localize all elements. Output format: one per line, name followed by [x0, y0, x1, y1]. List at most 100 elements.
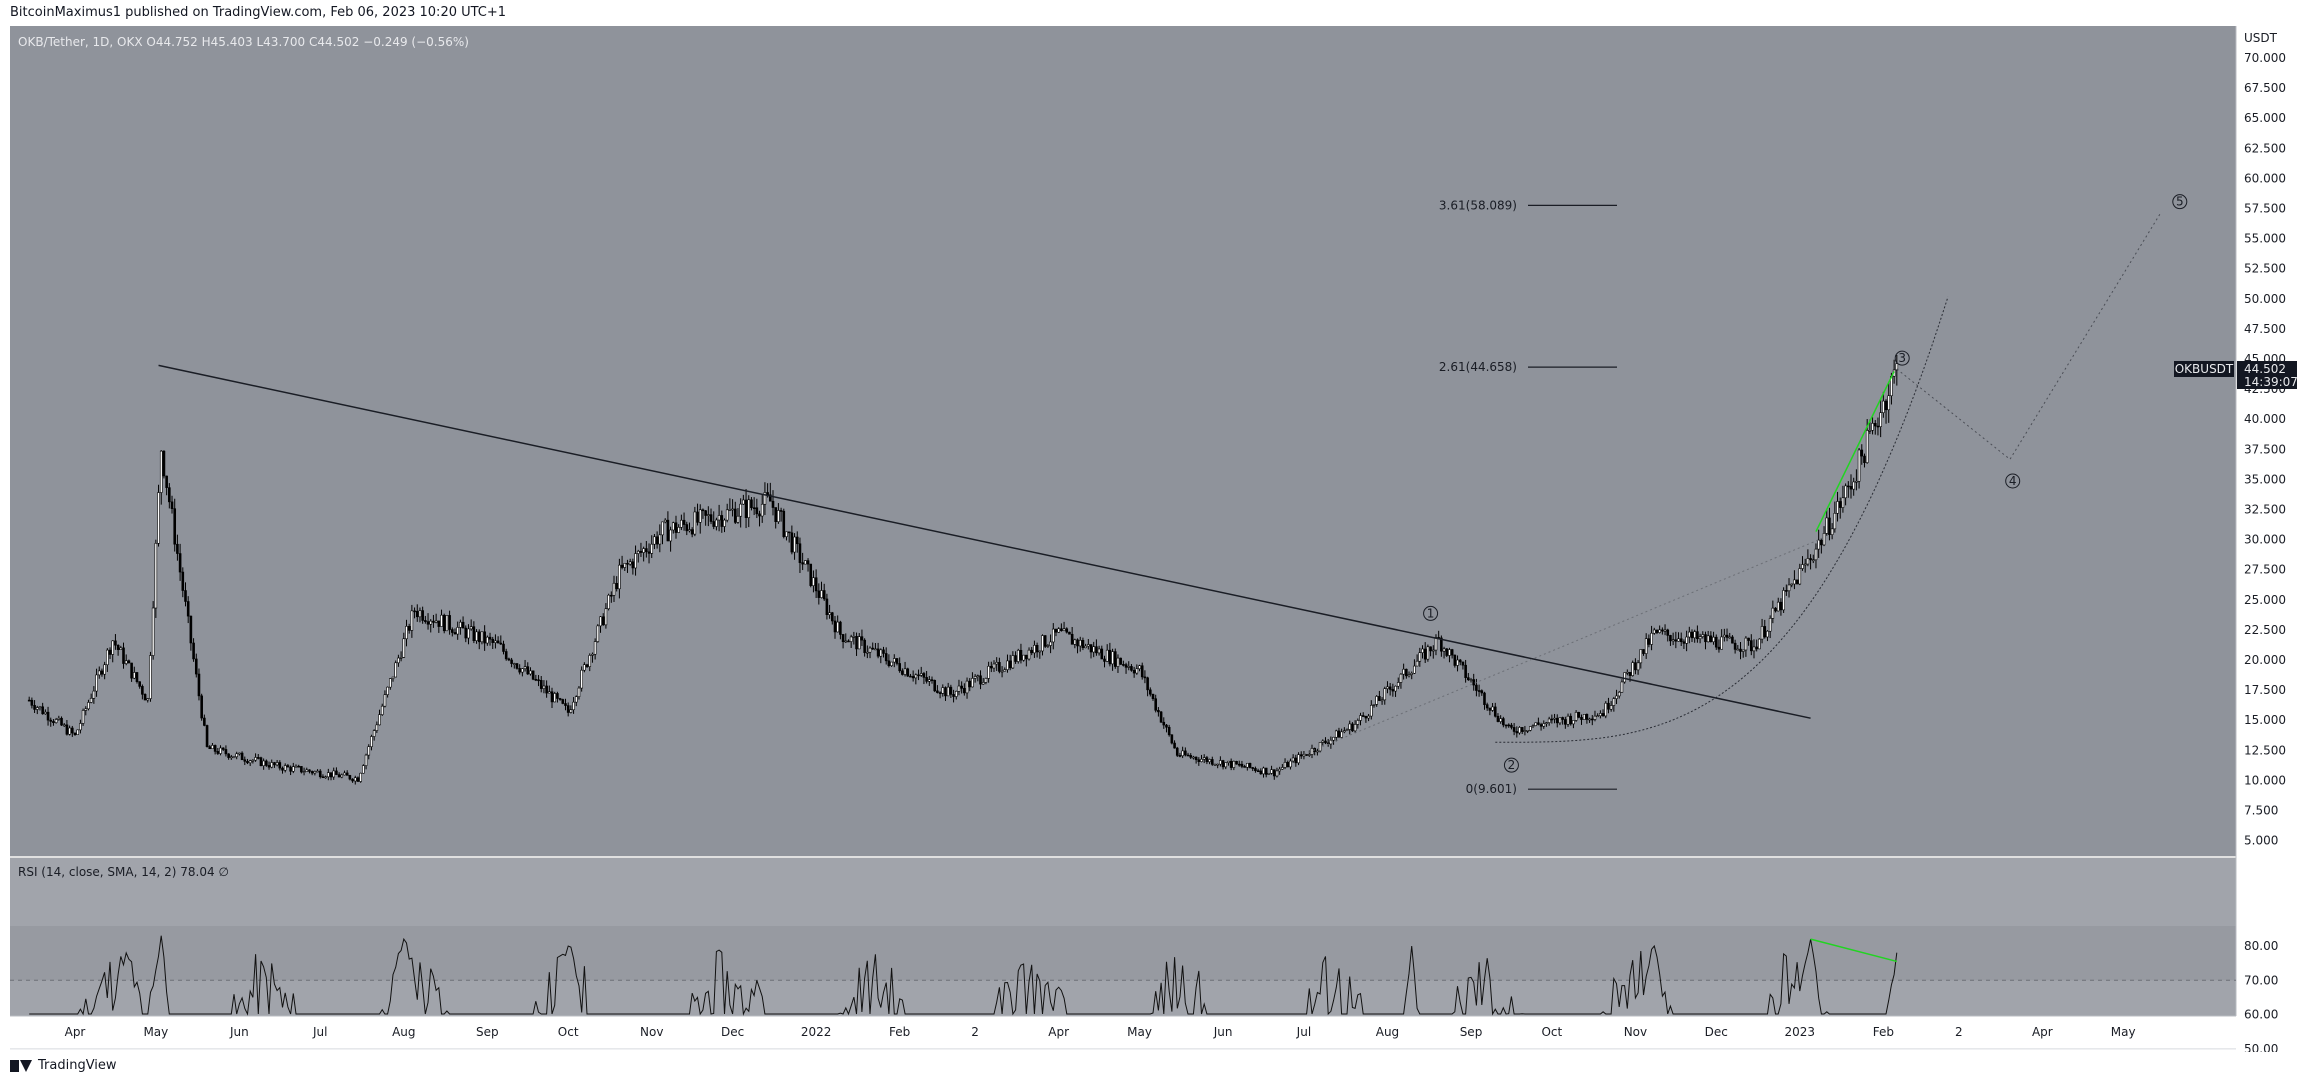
candle [876, 642, 880, 659]
candle [1386, 681, 1389, 694]
candle [1701, 631, 1705, 639]
candle [1351, 722, 1354, 732]
candle [1717, 639, 1721, 653]
candle [744, 489, 748, 529]
candle [49, 717, 53, 727]
time-axis-label: Apr [65, 1025, 86, 1039]
candle [1461, 661, 1465, 670]
candle [556, 691, 559, 703]
candle [89, 693, 93, 704]
candle [265, 759, 268, 767]
candle [857, 633, 861, 650]
candle [259, 756, 263, 767]
candle [1860, 444, 1864, 465]
price-tick-label: 10.000 [2244, 773, 2286, 787]
candle [1822, 526, 1826, 547]
candle [1496, 713, 1500, 723]
price-tick-label: 52.500 [2244, 262, 2286, 276]
candle [658, 524, 662, 553]
candle [1431, 645, 1435, 659]
candle [887, 654, 891, 668]
candle [1170, 734, 1174, 745]
time-axis-label: Sep [476, 1025, 499, 1039]
candle [1043, 635, 1047, 648]
candle [1510, 722, 1513, 730]
candle [488, 632, 492, 646]
candle [1569, 713, 1573, 726]
candle [130, 662, 133, 682]
price-axis[interactable] [2236, 26, 2314, 1016]
candle [415, 604, 419, 622]
candle [426, 613, 430, 630]
candle [1620, 679, 1624, 693]
trading-chart[interactable]: 3.61(58.089) 2.61(44.658) 0(9.601) 1 2 3 4 5 U… [0, 26, 2314, 1052]
candle [1647, 634, 1651, 648]
candle [833, 616, 837, 639]
candle [1270, 765, 1273, 775]
candle [1790, 583, 1794, 588]
candle [294, 764, 298, 768]
candle [367, 744, 371, 760]
candle [221, 747, 225, 752]
candle [1184, 747, 1187, 757]
candle [1493, 702, 1497, 718]
candle [1679, 632, 1683, 647]
candle [1151, 693, 1155, 701]
candle [798, 537, 802, 573]
candle [1321, 739, 1325, 746]
candle [1561, 716, 1564, 725]
candle [92, 686, 96, 704]
candle [1065, 627, 1069, 634]
candle [1491, 703, 1494, 712]
candle [1078, 636, 1082, 652]
candle [707, 506, 710, 527]
candle [610, 591, 613, 603]
candle [906, 667, 910, 677]
price-pane[interactable] [10, 26, 2236, 856]
candle [189, 615, 193, 651]
candle [1488, 707, 1492, 716]
candle [351, 778, 354, 783]
candle [1690, 629, 1694, 642]
candle [289, 765, 292, 776]
candle [895, 658, 899, 666]
candle [1485, 702, 1489, 711]
candle [631, 558, 635, 575]
candle [1216, 763, 1219, 769]
time-axis[interactable] [10, 1016, 2236, 1052]
price-tick-label: 65.000 [2244, 111, 2286, 125]
fib-level-label: 0(9.601) [1466, 782, 1517, 796]
candle [1372, 704, 1376, 708]
candle [127, 659, 131, 664]
candle [1537, 717, 1540, 726]
candle [1316, 748, 1319, 756]
candle [1000, 666, 1004, 678]
candle [769, 482, 772, 502]
candle [1162, 717, 1166, 729]
candle [822, 583, 826, 601]
candle [984, 677, 988, 685]
candle [696, 503, 699, 526]
candle [1286, 760, 1290, 768]
candle [1803, 558, 1807, 573]
candle [879, 648, 883, 664]
time-axis-label: May [143, 1025, 168, 1039]
candle [100, 668, 104, 677]
candle [1685, 630, 1688, 652]
candle [448, 610, 451, 635]
candle [370, 734, 373, 751]
candle [1642, 649, 1645, 656]
candle [830, 611, 834, 625]
candle [1221, 759, 1225, 770]
candle [680, 514, 683, 531]
candle [1847, 481, 1850, 498]
price-tick-label: 20.000 [2244, 653, 2286, 667]
candle [1232, 760, 1236, 771]
candle [795, 531, 799, 553]
candle [1502, 716, 1505, 728]
candle [596, 624, 600, 643]
candle [1820, 537, 1823, 554]
candle [588, 653, 592, 672]
candle [165, 475, 168, 496]
